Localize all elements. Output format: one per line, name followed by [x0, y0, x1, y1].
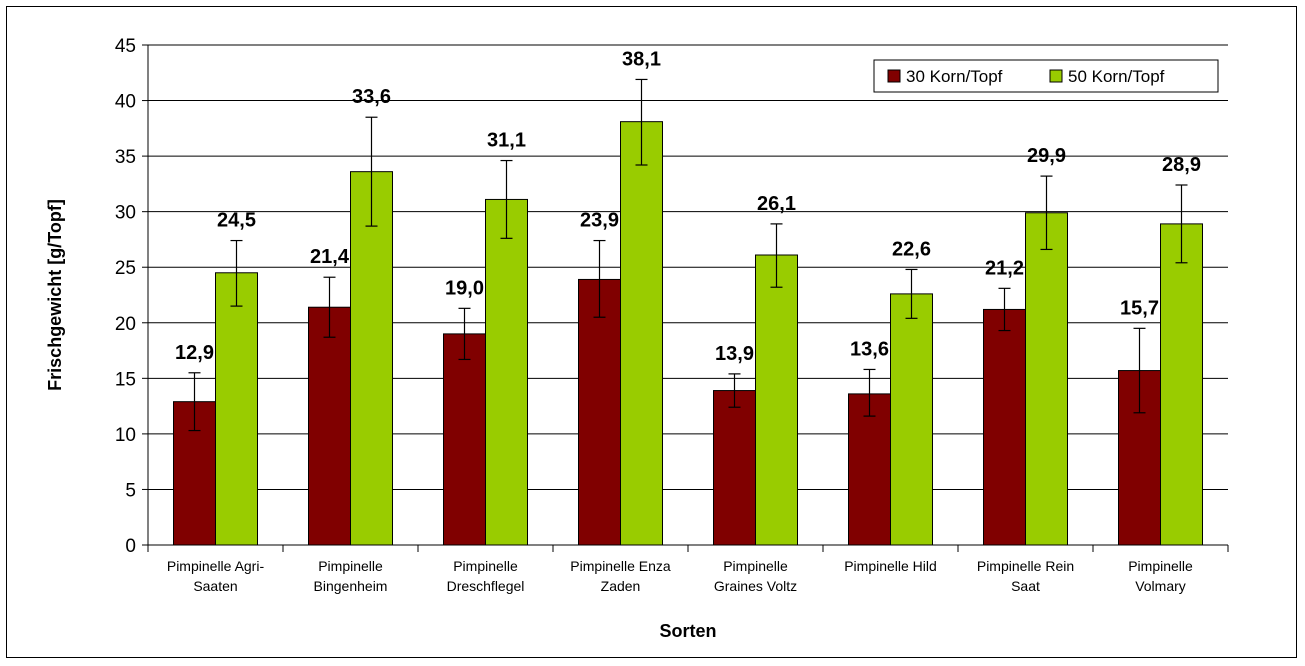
- x-tick-label: Volmary: [1135, 578, 1186, 594]
- data-label: 33,6: [352, 86, 391, 108]
- x-tick-label: Pimpinelle: [318, 558, 383, 574]
- data-label: 26,1: [757, 193, 796, 215]
- bar: [1160, 223, 1203, 546]
- data-label: 29,9: [1027, 145, 1066, 167]
- y-tick-label: 5: [125, 480, 136, 501]
- y-tick-label: 45: [115, 36, 136, 57]
- y-axis-title: Frischgewicht [g/Topf]: [45, 199, 65, 391]
- bar: [443, 333, 486, 546]
- data-label: 13,9: [715, 343, 754, 365]
- data-label: 13,6: [850, 338, 889, 360]
- x-tick-label: Saat: [1011, 578, 1040, 594]
- legend-swatch: [887, 69, 901, 83]
- data-label: 31,1: [487, 130, 526, 152]
- legend-swatch: [1049, 69, 1063, 83]
- x-tick-label: Pimpinelle Hild: [844, 558, 937, 574]
- x-tick-label: Pimpinelle: [1128, 558, 1193, 574]
- data-label: 23,9: [580, 210, 619, 232]
- data-label: 15,7: [1120, 297, 1159, 319]
- x-tick-label: Bingenheim: [314, 578, 388, 594]
- bar: [485, 198, 528, 546]
- x-axis-title: Sorten: [659, 621, 716, 641]
- bar: [848, 393, 891, 546]
- bar: [308, 306, 351, 546]
- y-tick-label: 30: [115, 203, 136, 224]
- bar: [890, 293, 933, 546]
- data-label: 28,9: [1162, 154, 1201, 176]
- bar: [713, 390, 756, 546]
- data-label: 21,4: [310, 246, 350, 268]
- bar: [983, 308, 1026, 546]
- bar: [578, 278, 621, 546]
- y-tick-label: 15: [115, 369, 136, 390]
- x-tick-label: Pimpinelle: [453, 558, 518, 574]
- x-tick-label: Pimpinelle: [723, 558, 788, 574]
- x-tick-label: Pimpinelle Rein: [977, 558, 1074, 574]
- bar: [215, 272, 258, 546]
- bar: [350, 171, 393, 546]
- bar: [755, 254, 798, 546]
- y-tick-label: 35: [115, 147, 136, 168]
- y-tick-label: 25: [115, 258, 136, 279]
- x-tick-label: Pimpinelle Agri-: [167, 558, 265, 574]
- y-tick-label: 40: [115, 92, 136, 113]
- data-label: 21,2: [985, 257, 1024, 279]
- legend-label: 30 Korn/Topf: [906, 67, 1003, 86]
- y-tick-label: 20: [115, 314, 136, 335]
- x-tick-label: Pimpinelle Enza: [570, 558, 671, 574]
- data-label: 38,1: [622, 48, 661, 70]
- x-tick-label: Saaten: [193, 578, 237, 594]
- bar: [620, 121, 663, 546]
- data-label: 19,0: [445, 277, 484, 299]
- data-label: 12,9: [175, 342, 214, 364]
- x-tick-label: Zaden: [601, 578, 641, 594]
- y-tick-label: 0: [125, 536, 136, 557]
- y-tick-label: 10: [115, 425, 136, 446]
- bar: [1025, 212, 1068, 546]
- data-label: 24,5: [217, 210, 256, 232]
- legend-label: 50 Korn/Topf: [1068, 67, 1165, 86]
- x-tick-label: Dreschflegel: [447, 578, 525, 594]
- legend-box: [873, 59, 1219, 93]
- x-tick-label: Graines Voltz: [714, 578, 797, 594]
- data-label: 22,6: [892, 238, 931, 260]
